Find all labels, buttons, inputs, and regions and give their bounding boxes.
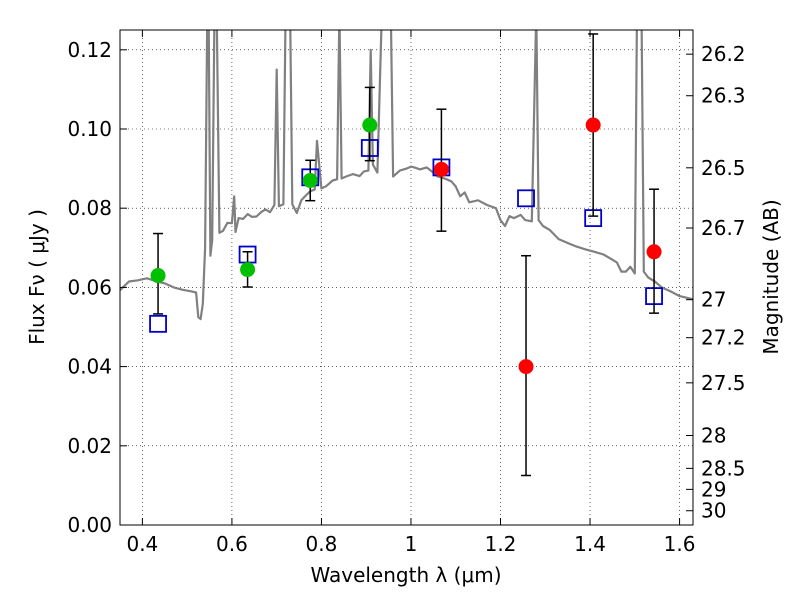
plot-area: [120, 30, 693, 477]
y2-tick-label: 26.5: [701, 156, 746, 180]
x-tick-label: 1.2: [485, 532, 517, 556]
observed-point-green: [240, 262, 256, 278]
y-axis-label: Flux Fν ( μJy ): [25, 209, 49, 345]
y2-axis-label: Magnitude (AB): [759, 199, 783, 354]
y2-tick-label: 26.7: [701, 216, 746, 240]
model-photometry-square: [149, 314, 167, 333]
axis-ticks: 0.4 0.6 0.8 1 1.2 1.4 1.6 0.00 0.02 0.04 0.06 0.08 0…: [67, 30, 746, 556]
y2-tick-label: 27.5: [701, 371, 746, 395]
y2-tick-label: 27: [701, 288, 726, 312]
x-tick-label: 0.6: [216, 532, 248, 556]
x-tick-label: 1.6: [664, 532, 696, 556]
y2-tick-label: 26.3: [701, 84, 746, 108]
x-axis-label: Wavelength λ (μm): [310, 563, 501, 587]
y-tick-label: 0.08: [67, 196, 112, 220]
observed-point-green: [302, 172, 318, 188]
observed-point-red: [585, 117, 601, 133]
y-tick-label: 0.06: [67, 275, 112, 299]
y2-tick-label: 26.2: [701, 42, 746, 66]
observed-point-red: [518, 359, 534, 375]
x-tick-label: 1: [405, 532, 418, 556]
y2-tick-label: 27.2: [701, 326, 746, 350]
y2-tick-label: 29: [701, 477, 726, 501]
y-tick-label: 0.12: [67, 38, 112, 62]
y2-tick-label: 30: [701, 499, 726, 523]
plot-frame: [119, 29, 694, 526]
y2-tick-label: 28: [701, 424, 726, 448]
model-photometry-square: [517, 189, 535, 208]
x-tick-label: 0.8: [306, 532, 338, 556]
grid: [120, 30, 693, 526]
model-spectrum-line: [120, 30, 693, 321]
x-tick-label: 1.4: [574, 532, 606, 556]
observed-point-red: [433, 161, 449, 177]
x-tick-label: 0.4: [126, 532, 158, 556]
y-tick-label: 0.02: [67, 434, 112, 458]
y-tick-label: 0.10: [67, 117, 112, 141]
y-tick-label: 0.00: [67, 513, 112, 537]
y2-tick-label: 28.5: [701, 456, 746, 480]
y-tick-label: 0.04: [67, 355, 112, 379]
observed-point-green: [150, 268, 166, 284]
observed-point-green: [362, 117, 378, 133]
observed-point-red: [646, 244, 662, 260]
